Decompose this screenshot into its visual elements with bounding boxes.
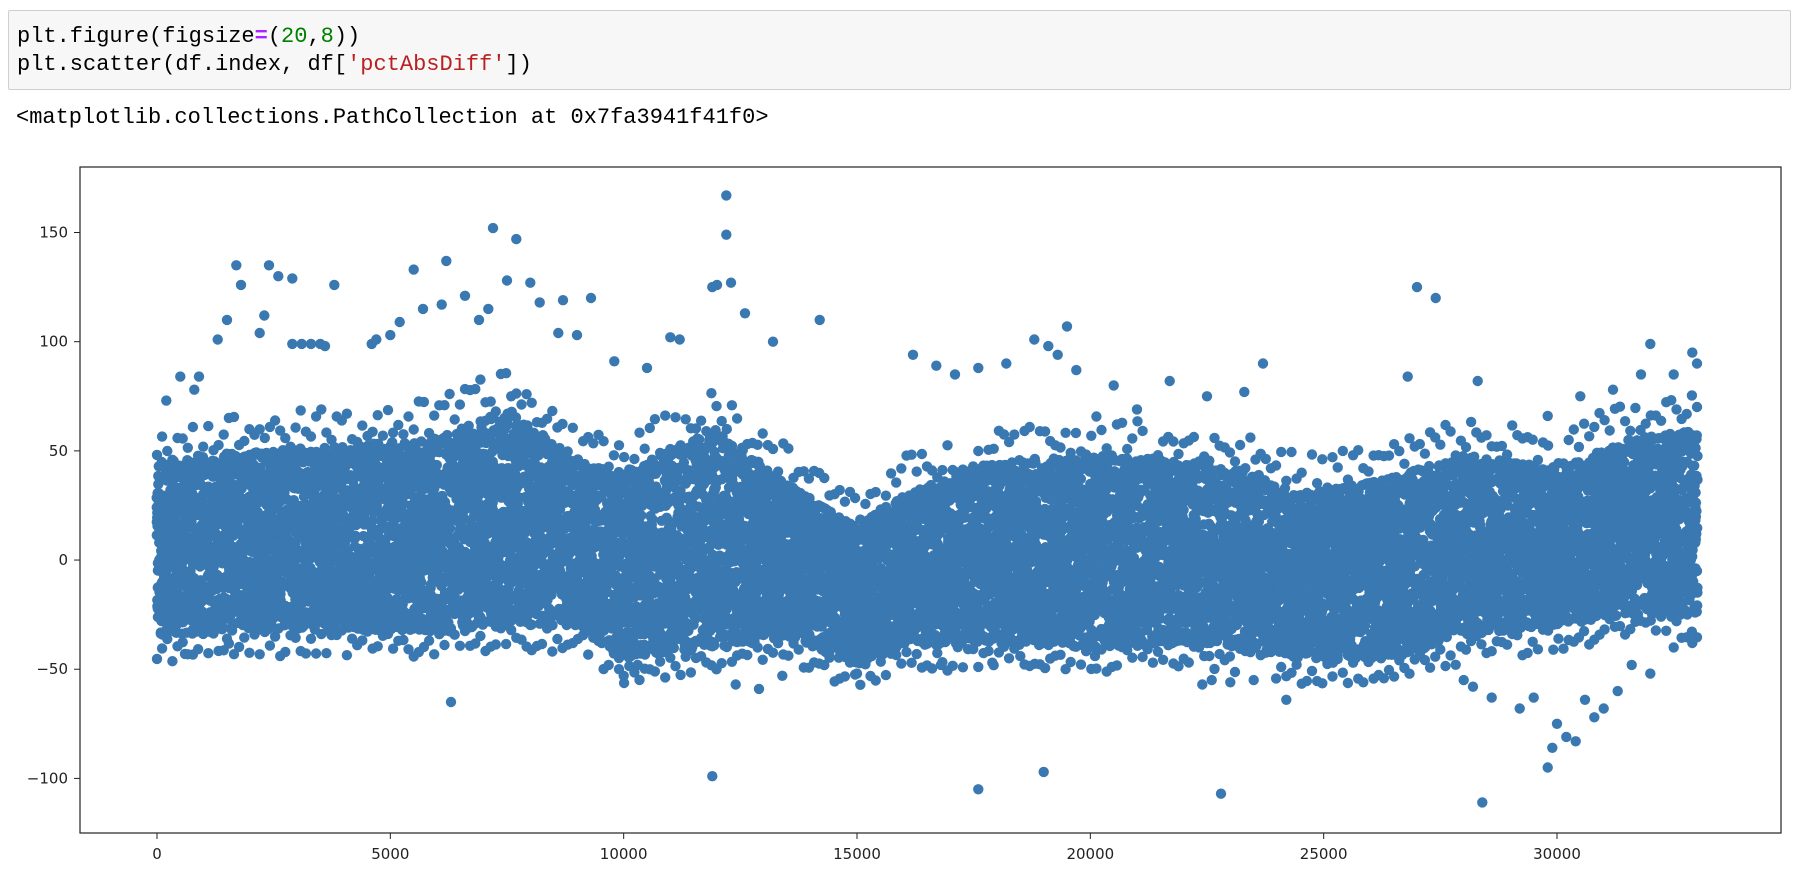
scatter-point [216,624,228,635]
scatter-plot: 0 5000 10000 15000 20000 25000 30000 −100−5005… [27,166,1782,863]
scatter-point [431,459,442,471]
code-line-1: plt.figure(figsize=(20,8)) [17,23,360,51]
code-token: )) [333,24,361,49]
code-token: ]) [505,52,532,77]
code-input-cell[interactable]: plt.figure(figsize=(20,8)) plt.scatter(d… [8,10,1791,90]
code-token: 'pctAbsDiff' [347,52,506,77]
scatter-point [636,510,647,521]
code-token: 20 [281,24,308,49]
code-token: 8 [320,24,334,49]
code-token: ( [267,24,282,49]
code-token: plt.figure(figsize [17,24,255,49]
code-line-2: plt.scatter(df.index, df['pctAbsDiff']) [17,51,532,79]
code-token: , [307,24,321,49]
scatter-point [187,488,198,499]
cell-output-text: <matplotlib.collections.PathCollection a… [16,105,769,130]
code-token: = [254,24,268,49]
scatter-point [226,625,238,636]
scatter-points [151,190,1703,808]
code-token: plt.scatter(df.index, df[ [17,52,348,77]
scatter-point [647,514,658,525]
scatter-plot-output: 0 5000 10000 15000 20000 25000 30000 −100 −50 0 5… [0,150,1802,894]
